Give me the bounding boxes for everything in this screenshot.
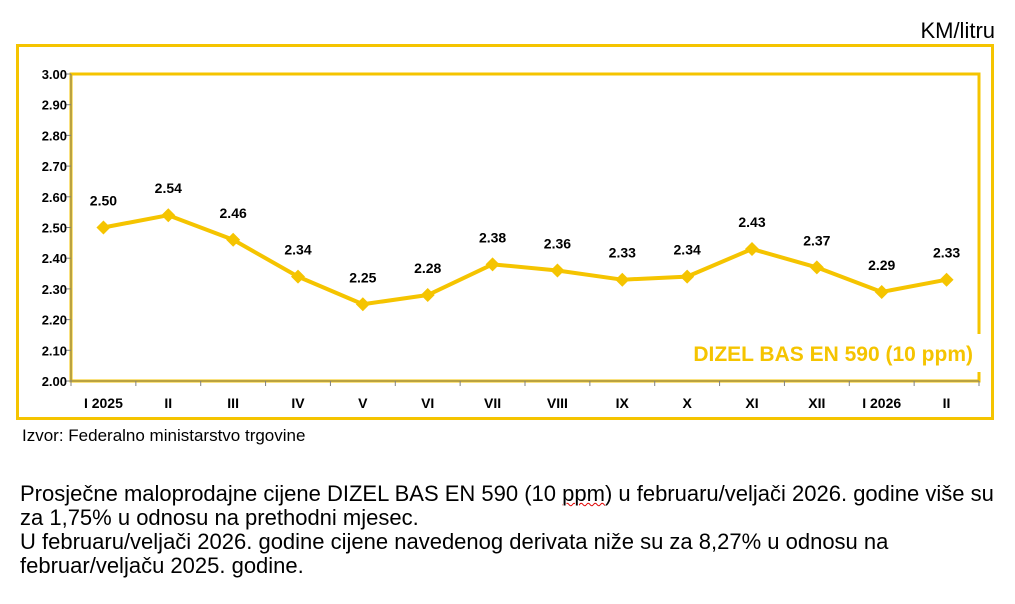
x-tick-label: XII: [808, 395, 825, 411]
line-chart: 2.00 2.10 2.20 2.30 2.40 2.50 2.60 2.70 2.80 2.90…: [42, 67, 983, 411]
y-tick-label: 2.40: [42, 251, 67, 266]
paragraph-1: Prosječne maloprodajne cijene DIZEL BAS …: [20, 482, 1000, 530]
y-tick-label: 2.90: [42, 98, 67, 113]
unit-label: KM/litru: [920, 18, 995, 43]
legend-box: [623, 334, 983, 372]
series-line: [103, 213, 947, 307]
data-point: [161, 208, 176, 223]
paragraph-2: U februaru/veljači 2026. godine cijene n…: [20, 529, 889, 578]
x-tick-label: VIII: [547, 395, 568, 411]
x-tick-label: V: [358, 395, 368, 411]
data-label: 2.46: [220, 205, 247, 221]
description-text: Prosječne maloprodajne cijene DIZEL BAS …: [20, 482, 1000, 578]
data-label: 2.37: [803, 232, 830, 248]
y-tick-label: 2.00: [42, 374, 67, 389]
y-tick-label: 2.60: [42, 190, 67, 205]
data-point: [550, 263, 565, 278]
data-point: [485, 257, 500, 272]
x-tick-label: I 2025: [84, 395, 123, 411]
y-tick-label: 2.10: [42, 343, 67, 358]
data-point: [680, 269, 695, 284]
y-tick-label: 2.20: [42, 313, 67, 328]
x-tick-label: II: [943, 395, 951, 411]
x-tick-label: XI: [745, 395, 758, 411]
x-tick-label: VI: [421, 395, 434, 411]
x-tick-label: IX: [616, 395, 630, 411]
y-tick-label: 3.00: [42, 67, 67, 82]
x-tick-label: VII: [484, 395, 501, 411]
data-label: 2.33: [933, 245, 960, 261]
data-point: [809, 260, 824, 275]
data-label: 2.34: [674, 242, 701, 258]
data-label: 2.25: [349, 269, 376, 285]
x-tick-label: II: [164, 395, 172, 411]
paragraph-1-part-2: ) u februaru/veljači 2026. godine više s…: [20, 481, 994, 530]
data-label: 2.38: [479, 229, 506, 245]
data-point: [939, 272, 954, 287]
y-tick-label: 2.70: [42, 159, 67, 174]
data-label: 2.28: [414, 260, 441, 276]
x-tick-label: III: [227, 395, 239, 411]
data-label: 2.33: [609, 245, 636, 261]
spellcheck-word: ppm: [562, 481, 605, 506]
legend-label: DIZEL BAS EN 590 (10 ppm): [693, 343, 973, 366]
paragraph-1-part-1: Prosječne maloprodajne cijene DIZEL BAS …: [20, 481, 563, 506]
x-tick-label: I 2026: [862, 395, 901, 411]
data-label: 2.50: [90, 193, 117, 209]
data-point: [226, 232, 241, 247]
data-point: [874, 284, 889, 299]
y-tick-label: 2.50: [42, 221, 67, 236]
data-point: [420, 288, 435, 303]
data-label: 2.43: [738, 214, 765, 230]
data-label: 2.36: [544, 235, 571, 251]
x-tick-label: X: [682, 395, 692, 411]
data-point: [615, 272, 630, 287]
data-point: [745, 241, 759, 256]
source-note: Izvor: Federalno ministarstvo trgovine: [22, 426, 306, 445]
data-point: [355, 297, 370, 312]
chart-frame: 2.00 2.10 2.20 2.30 2.40 2.50 2.60 2.70 2.80 2.90…: [16, 44, 994, 420]
y-tick-label: 2.80: [42, 128, 67, 143]
y-tick-label: 2.30: [42, 282, 67, 297]
data-label: 2.54: [155, 180, 182, 196]
x-tick-label: IV: [291, 395, 305, 411]
data-point: [291, 269, 305, 284]
data-label: 2.29: [868, 257, 895, 273]
data-label: 2.34: [284, 242, 311, 258]
data-point: [96, 220, 111, 235]
